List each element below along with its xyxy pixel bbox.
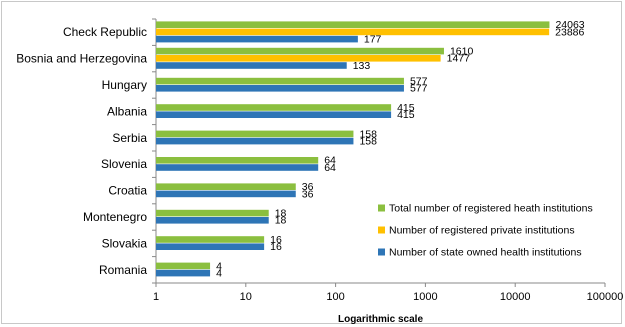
category-label: Hungary	[102, 78, 147, 92]
bar	[156, 183, 296, 190]
x-tick-label: 100000	[587, 291, 624, 303]
legend-swatch	[378, 226, 385, 234]
category-label: Montenegro	[83, 210, 147, 224]
legend-label: Number of state owned health institution…	[389, 247, 582, 259]
data-label: 16	[270, 241, 282, 253]
data-label: 4	[216, 260, 222, 272]
data-label: 18	[275, 215, 287, 227]
data-label: 64	[324, 162, 336, 174]
data-label: 23886	[555, 26, 584, 38]
bar	[156, 47, 444, 55]
x-tick-label: 10	[240, 291, 252, 303]
data-label: 577	[410, 83, 428, 95]
x-tick-label: 1000	[413, 291, 437, 303]
bar	[156, 111, 392, 118]
bar	[156, 85, 404, 92]
legend-label: Total number of registered heath institu…	[389, 203, 593, 215]
x-tick-label: 1	[153, 291, 159, 303]
data-label: 1477	[447, 53, 471, 65]
bar	[156, 62, 347, 69]
data-label: 415	[397, 102, 415, 114]
bar	[156, 137, 354, 145]
data-label: 158	[359, 136, 377, 148]
data-label: 158	[359, 128, 377, 140]
bar	[156, 104, 392, 111]
bar	[156, 217, 269, 224]
legend-swatch	[378, 248, 385, 256]
bar	[156, 243, 265, 250]
category-label: Romania	[99, 263, 147, 277]
legend-swatch	[378, 204, 385, 212]
data-label: 16	[270, 234, 282, 246]
category-label: Slovenia	[101, 157, 147, 171]
bar	[156, 28, 550, 36]
category-label: Serbia	[112, 131, 147, 145]
data-label: 577	[410, 76, 428, 88]
category-label: Croatia	[108, 184, 147, 198]
data-label: 177	[364, 34, 382, 46]
data-label: 24063	[555, 19, 584, 31]
bar	[156, 236, 265, 243]
bar	[156, 262, 211, 270]
legend-label: Number of registered private institution…	[389, 225, 575, 237]
data-label: 4	[216, 268, 222, 280]
bar	[156, 157, 319, 164]
x-tick-label: 100	[326, 291, 344, 303]
data-label: 64	[324, 155, 336, 167]
bar	[156, 269, 211, 277]
category-label: Bosnia and Herzegovina	[16, 52, 147, 66]
bar	[156, 130, 354, 138]
x-tick-label: 10000	[500, 291, 531, 303]
bar	[156, 209, 269, 217]
data-label: 18	[275, 208, 287, 220]
data-label: 36	[302, 181, 314, 193]
data-label: 133	[353, 60, 371, 72]
data-label: 415	[397, 109, 415, 121]
bar	[156, 21, 550, 28]
bar	[156, 190, 296, 198]
category-label: Slovakia	[102, 236, 148, 250]
bar	[156, 164, 319, 171]
x-axis-title: Logarithmic scale	[338, 314, 423, 325]
data-label: 1610	[450, 46, 474, 58]
category-label: Albania	[107, 104, 147, 118]
bar	[156, 77, 404, 85]
data-label: 36	[302, 188, 314, 200]
category-label: Check Republic	[63, 25, 147, 39]
bar	[156, 35, 358, 43]
bar	[156, 55, 441, 62]
